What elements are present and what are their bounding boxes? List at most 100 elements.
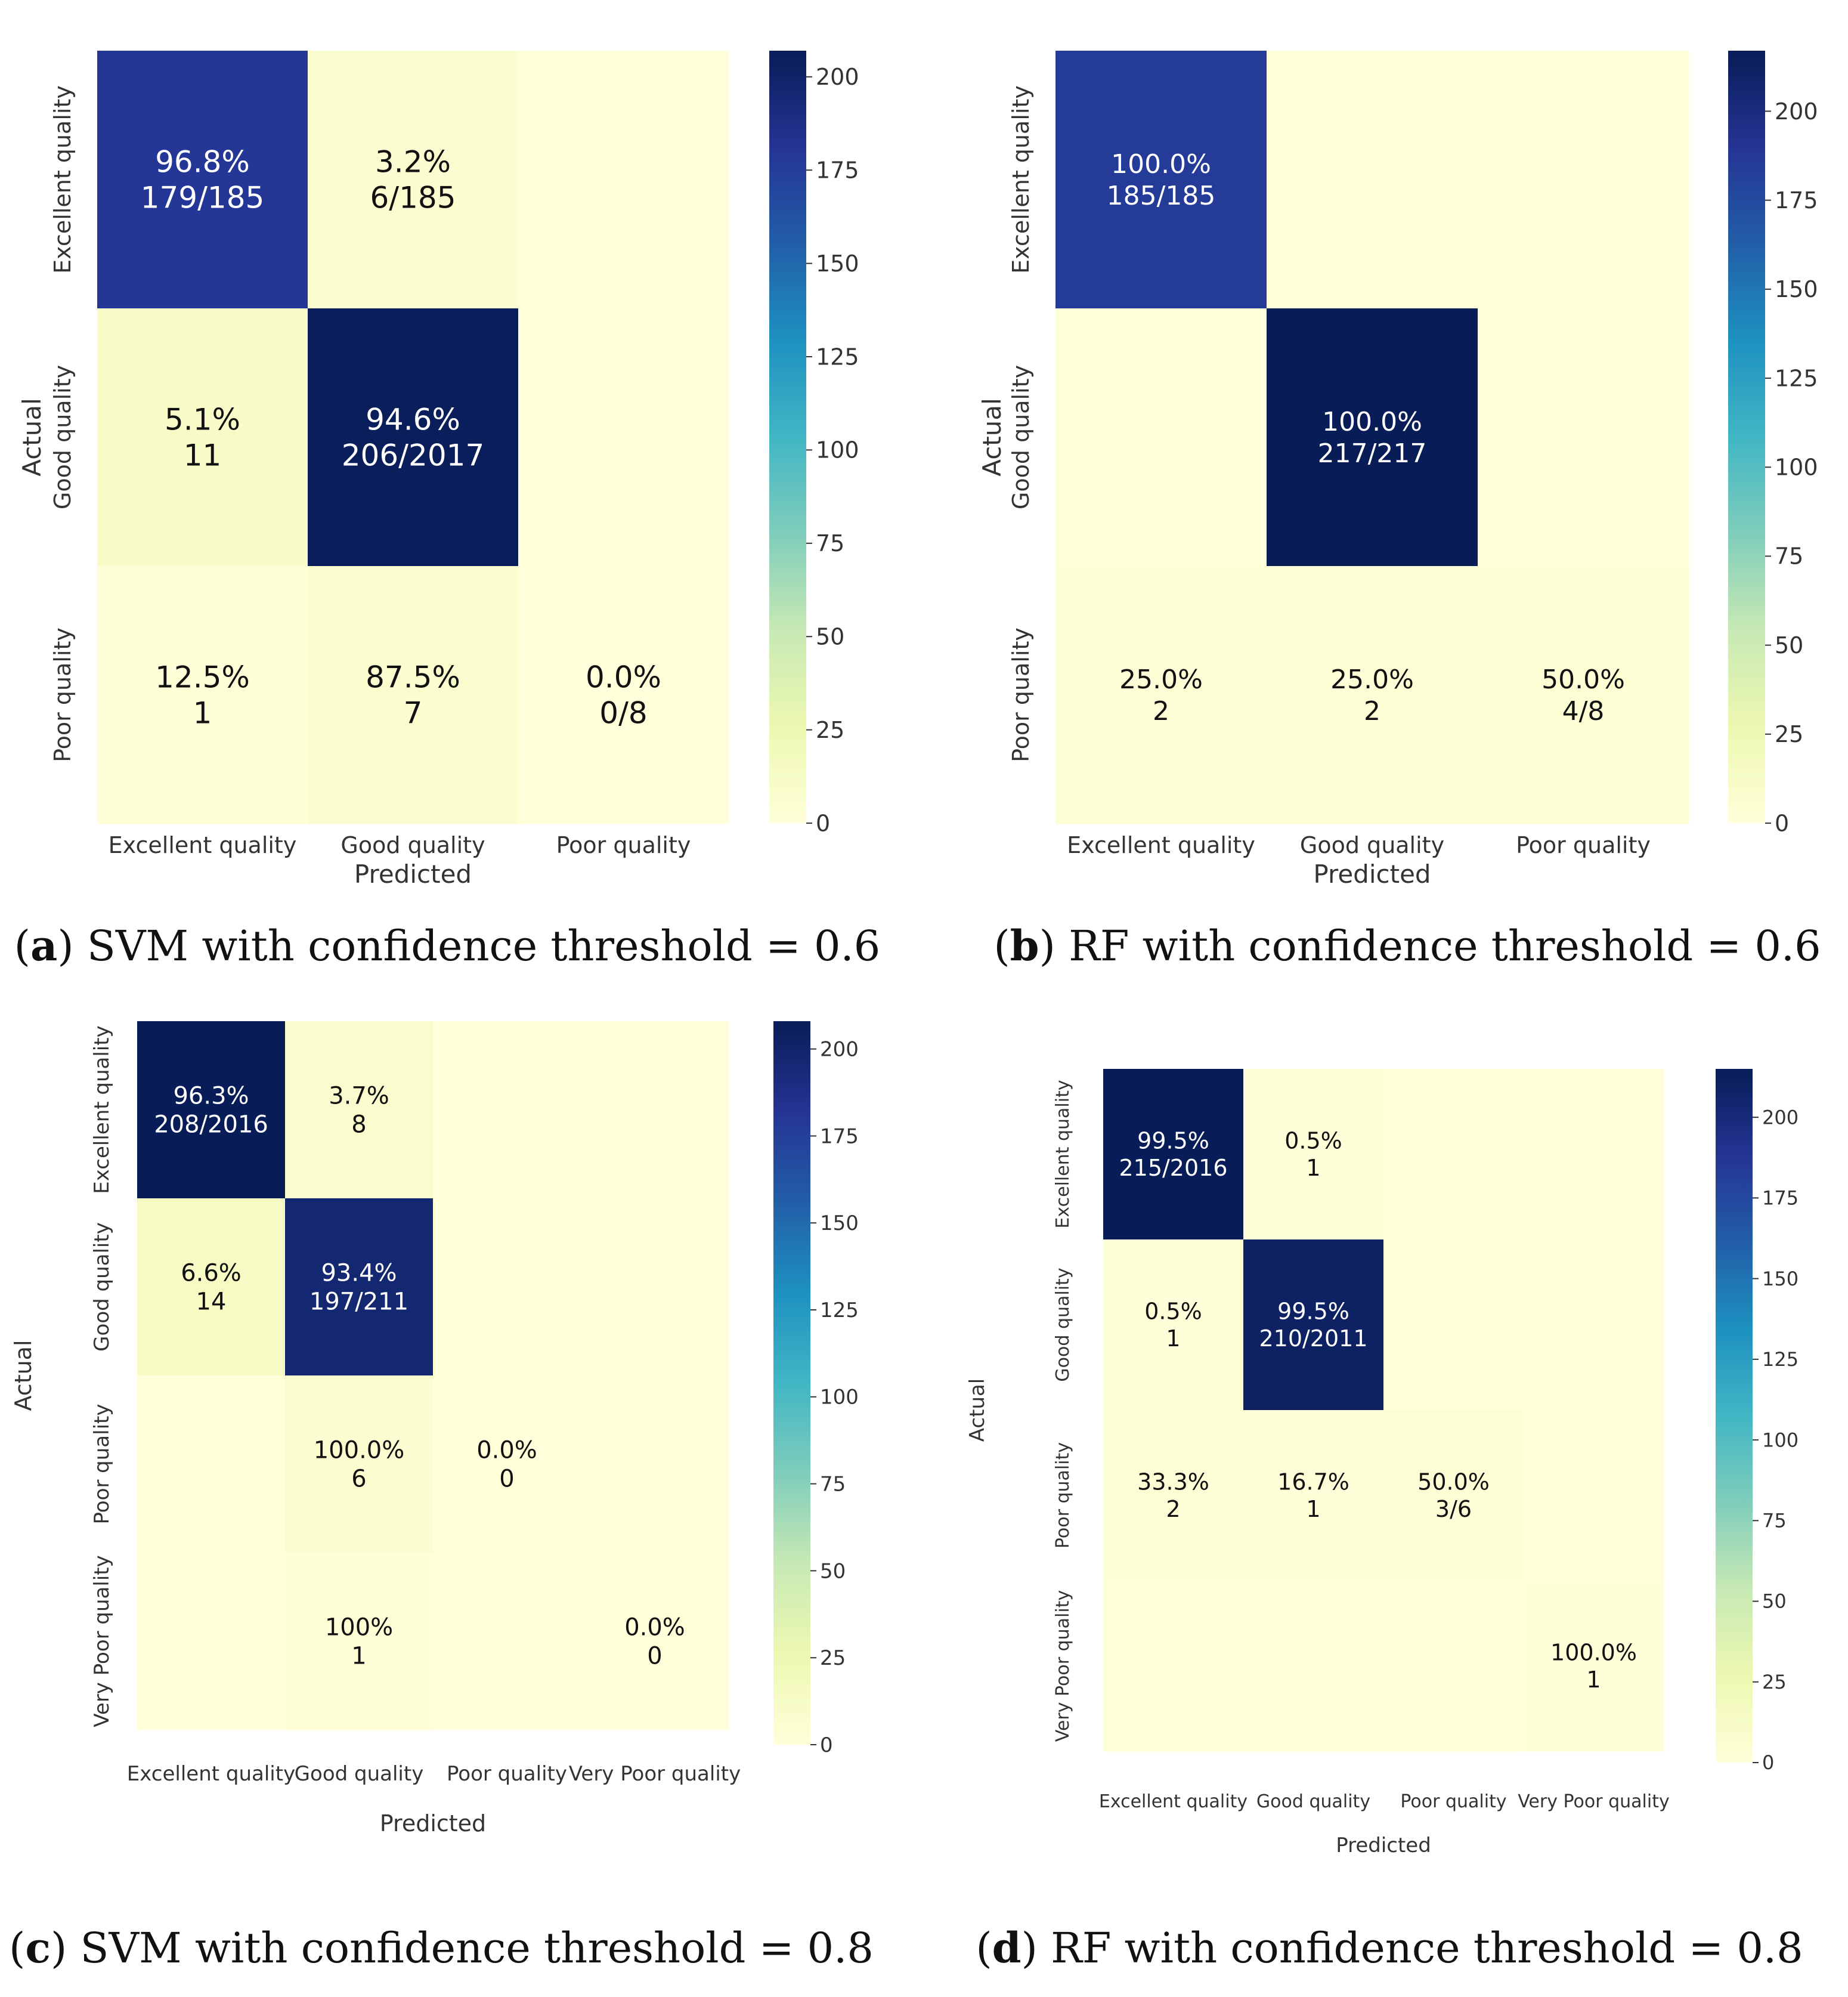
cell-2-1 <box>308 566 519 824</box>
cell-2-3 <box>581 1375 729 1553</box>
x-axis-label: Predicted <box>1336 1834 1431 1857</box>
cell-count-label: 179/185 <box>141 181 265 215</box>
cell-0-2 <box>1478 51 1689 309</box>
y-tick-label: Very Poor quality <box>1053 1590 1073 1742</box>
cell-1-0 <box>1103 1239 1244 1411</box>
y-tick-label: Poor quality <box>49 627 76 762</box>
x-tick-label: Poor quality <box>556 832 691 858</box>
cell-0-1 <box>308 51 519 309</box>
cell-2-3 <box>1524 1410 1664 1581</box>
cell-1-2 <box>518 308 729 567</box>
cell-2-0 <box>1103 1410 1244 1581</box>
y-tick-label: Excellent quality <box>1053 1080 1073 1228</box>
cell-count-label: 1 <box>351 1643 366 1670</box>
cell-count-label: 185/185 <box>1107 181 1216 211</box>
cell-count-label: 2 <box>1166 1496 1180 1522</box>
cell-percent-label: 16.7% <box>1277 1469 1349 1495</box>
cell-0-0 <box>1055 51 1267 309</box>
colorbar-tick-label: 100 <box>1775 455 1818 481</box>
x-tick-label: Good quality <box>1256 1791 1370 1812</box>
cell-1-1 <box>285 1198 434 1376</box>
y-tick-label: Poor quality <box>1053 1442 1073 1548</box>
cell-percent-label: 12.5% <box>155 660 250 695</box>
colorbar <box>769 51 806 823</box>
cell-percent-label: 100.0% <box>314 1437 405 1464</box>
x-tick-label: Excellent quality <box>109 832 297 858</box>
cell-count-label: 2 <box>1153 696 1169 727</box>
cell-0-3 <box>1524 1069 1664 1240</box>
cell-percent-label: 100.0% <box>1550 1640 1637 1666</box>
cell-percent-label: 50.0% <box>1417 1469 1490 1495</box>
cell-count-label: 217/217 <box>1318 438 1427 469</box>
cell-1-2 <box>1478 308 1689 567</box>
cell-1-0 <box>137 1198 286 1376</box>
cell-1-0 <box>97 308 308 567</box>
cell-percent-label: 25.0% <box>1330 664 1414 695</box>
cell-count-label: 1 <box>1306 1496 1320 1522</box>
y-tick-label: Good quality <box>49 365 76 509</box>
colorbar-tick-label: 125 <box>820 1299 859 1322</box>
cell-percent-label: 100.0% <box>1111 149 1211 180</box>
x-tick-label: Excellent quality <box>1067 832 1255 858</box>
y-axis-label: Actual <box>17 398 47 477</box>
cell-count-label: 206/2017 <box>342 438 485 473</box>
cell-0-1 <box>1267 51 1478 309</box>
cell-3-2 <box>433 1553 581 1730</box>
colorbar-tick-label: 75 <box>1762 1510 1787 1532</box>
cell-percent-label: 96.8% <box>155 145 250 180</box>
cell-2-1 <box>1267 566 1478 824</box>
cell-2-1 <box>1243 1410 1384 1581</box>
cell-3-2 <box>1383 1581 1524 1752</box>
cell-count-label: 0 <box>499 1466 514 1493</box>
cell-2-2 <box>433 1375 581 1553</box>
colorbar-tick-label: 25 <box>820 1646 846 1670</box>
panel-d: 99.5%215/20160.5%10.5%199.5%210/201133.3… <box>965 1069 1803 1973</box>
cell-count-label: 215/2016 <box>1119 1155 1227 1181</box>
cell-1-1 <box>308 308 519 567</box>
cell-0-0 <box>97 51 308 309</box>
cell-percent-label: 0.0% <box>586 660 661 695</box>
x-axis-label: Predicted <box>380 1810 486 1837</box>
colorbar-tick-label: 100 <box>820 1386 859 1409</box>
cell-percent-label: 96.3% <box>173 1083 249 1110</box>
colorbar-tick-label: 0 <box>820 1733 833 1757</box>
x-tick-label: Excellent quality <box>127 1762 295 1786</box>
panel-caption: (b) RF with confidence threshold = 0.6 <box>993 921 1821 970</box>
colorbar-tick-label: 200 <box>1775 98 1818 125</box>
cell-percent-label: 3.7% <box>329 1083 389 1110</box>
cell-count-label: 1 <box>193 696 212 731</box>
panel-caption: (c) SVM with confidence threshold = 0.8 <box>9 1923 874 1973</box>
colorbar-tick-label: 75 <box>816 530 844 557</box>
colorbar-tick-label: 100 <box>816 437 859 463</box>
colorbar-tick-label: 175 <box>820 1124 859 1148</box>
colorbar-tick-label: 150 <box>820 1211 859 1235</box>
x-tick-label: Poor quality <box>1516 832 1651 858</box>
cell-percent-label: 100% <box>325 1614 393 1642</box>
colorbar-tick-label: 25 <box>816 717 844 743</box>
cell-count-label: 14 <box>196 1288 227 1316</box>
cell-percent-label: 6.6% <box>181 1260 242 1287</box>
cell-1-3 <box>581 1198 729 1376</box>
colorbar-tick-label: 50 <box>1762 1590 1787 1613</box>
cell-2-2 <box>1478 566 1689 824</box>
cell-3-1 <box>285 1553 434 1730</box>
x-tick-label: Very Poor quality <box>569 1762 741 1786</box>
y-tick-label: Poor quality <box>90 1404 114 1525</box>
x-tick-label: Poor quality <box>1400 1791 1506 1812</box>
cell-count-label: 6/185 <box>370 181 456 215</box>
cell-count-label: 1 <box>1306 1155 1320 1181</box>
colorbar-tick-label: 125 <box>816 344 859 370</box>
cell-count-label: 0 <box>647 1643 662 1670</box>
y-tick-label: Good quality <box>1053 1268 1073 1381</box>
y-axis-label: Actual <box>10 1340 36 1411</box>
cell-percent-label: 3.2% <box>375 145 451 180</box>
panel-b: 100.0%185/185100.0%217/21725.0%225.0%250… <box>977 51 1821 970</box>
cell-percent-label: 33.3% <box>1137 1469 1209 1495</box>
cell-0-2 <box>1383 1069 1524 1240</box>
cell-count-label: 1 <box>1166 1325 1180 1352</box>
y-tick-label: Good quality <box>90 1222 114 1352</box>
cell-percent-label: 93.4% <box>321 1260 397 1287</box>
y-axis-label: Actual <box>965 1378 989 1442</box>
colorbar-tick-label: 50 <box>1775 632 1803 659</box>
